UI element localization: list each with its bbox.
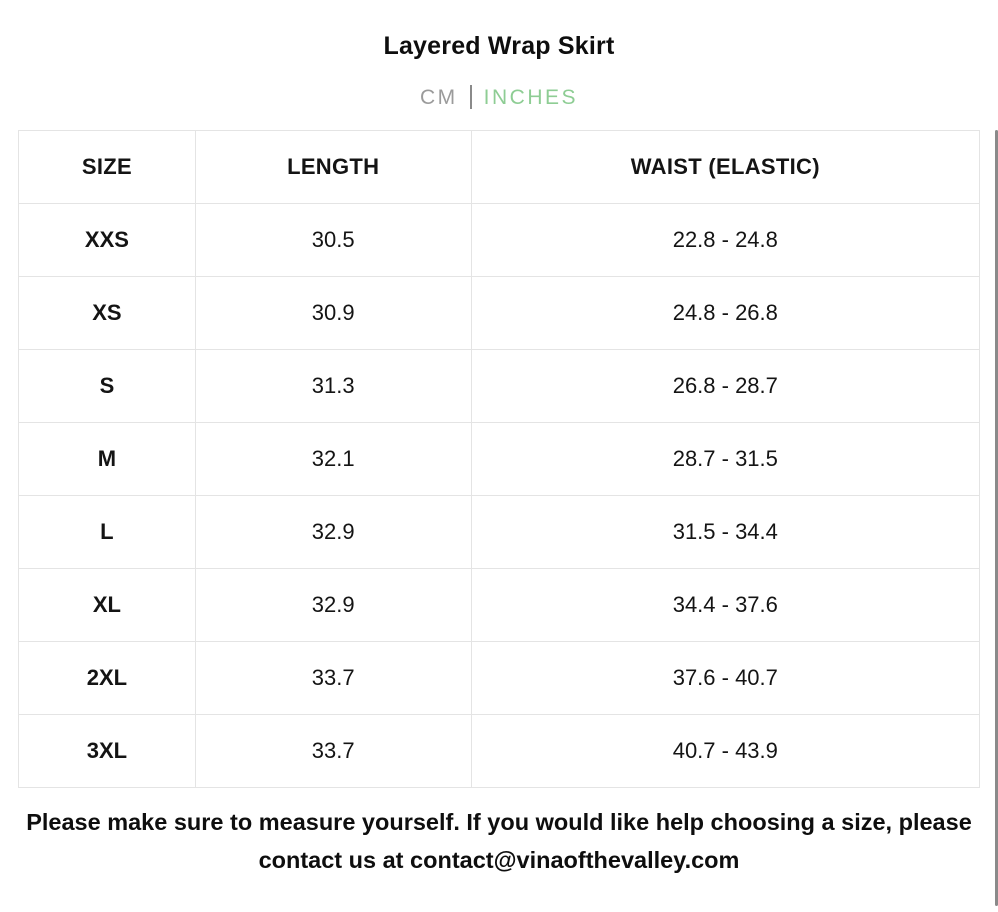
size-cell: M [18,422,196,496]
column-header-size: SIZE [18,130,196,204]
unit-cm-button[interactable]: CM [419,86,458,110]
size-cell: L [18,495,196,569]
size-cell: XXS [18,203,196,277]
column-header-waist: WAIST (ELASTIC) [470,130,981,204]
waist-cell: 28.7 - 31.5 [470,422,981,496]
table-row: 2XL 33.7 37.6 - 40.7 [18,641,981,715]
table-header-row: SIZE LENGTH WAIST (ELASTIC) [18,130,981,204]
table-row: XL 32.9 34.4 - 37.6 [18,568,981,642]
measure-note: Please make sure to measure yourself. If… [26,809,972,873]
waist-cell: 26.8 - 28.7 [470,349,981,423]
waist-cell: 40.7 - 43.9 [470,714,981,788]
waist-cell: 31.5 - 34.4 [470,495,981,569]
size-cell: S [18,349,196,423]
column-header-length: LENGTH [194,130,472,204]
length-cell: 30.9 [194,276,472,350]
length-cell: 32.1 [194,422,472,496]
length-cell: 32.9 [194,568,472,642]
table-row: XXS 30.5 22.8 - 24.8 [18,203,981,277]
table-row: XS 30.9 24.8 - 26.8 [18,276,981,350]
length-cell: 31.3 [194,349,472,423]
length-cell: 30.5 [194,203,472,277]
length-cell: 32.9 [194,495,472,569]
waist-cell: 34.4 - 37.6 [470,568,981,642]
page-title: Layered Wrap Skirt [383,32,615,60]
size-chart-table: SIZE LENGTH WAIST (ELASTIC) XXS 30.5 22.… [18,130,981,788]
waist-cell: 24.8 - 26.8 [470,276,981,350]
size-cell: XS [18,276,196,350]
unit-inches-button[interactable]: INCHES [483,86,579,110]
size-cell: XL [18,568,196,642]
size-cell: 2XL [18,641,196,715]
unit-divider [469,85,472,109]
table-row: M 32.1 28.7 - 31.5 [18,422,981,496]
table-row: 3XL 33.7 40.7 - 43.9 [18,714,981,788]
waist-cell: 37.6 - 40.7 [470,641,981,715]
size-cell: 3XL [18,714,196,788]
waist-cell: 22.8 - 24.8 [470,203,981,277]
table-row: S 31.3 26.8 - 28.7 [18,349,981,423]
unit-toggle: CM INCHES [0,85,998,112]
scrollbar-thumb[interactable] [995,130,998,906]
length-cell: 33.7 [194,641,472,715]
table-row: L 32.9 31.5 - 34.4 [18,495,981,569]
length-cell: 33.7 [194,714,472,788]
